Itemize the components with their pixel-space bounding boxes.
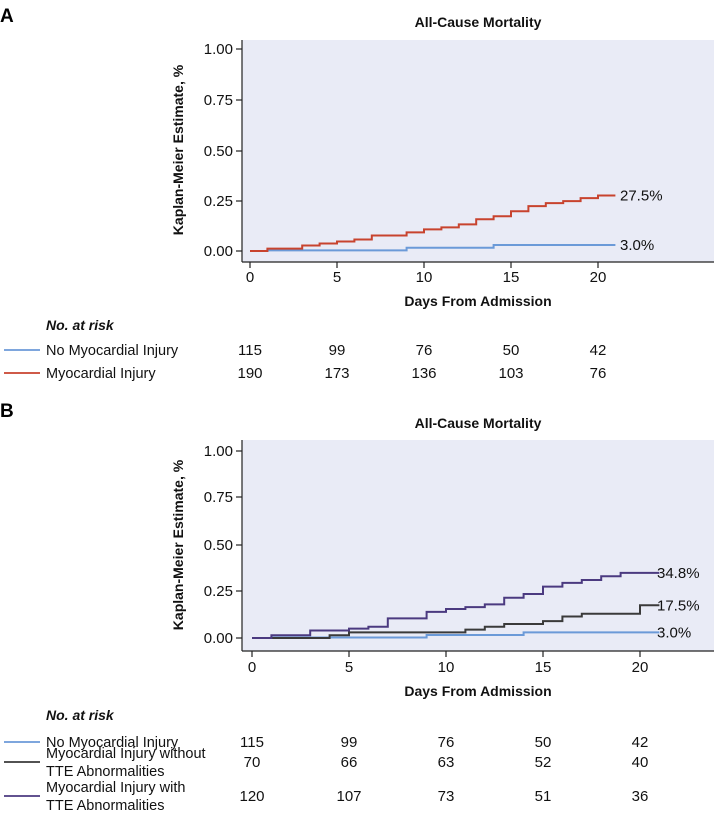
risk-row-label: Myocardial Injury without [46,746,206,762]
y-tick-label: 0.00 [204,630,233,647]
x-tick-label: 10 [416,269,433,286]
risk-value: 115 [238,342,262,359]
x-tick-label: 15 [535,659,552,676]
risk-value: 73 [438,788,455,805]
plot-area [242,440,714,651]
plot-area [242,40,714,262]
series-end-label: 3.0% [657,624,691,641]
risk-value: 76 [416,342,433,359]
x-tick-label: 5 [333,269,341,286]
series-line-2 [250,194,616,252]
risk-value: 63 [438,754,455,771]
risk-table-header: No. at risk [46,317,115,333]
y-tick-label: 0.75 [204,489,233,506]
chart-title: All-Cause Mortality [415,415,542,431]
x-tick-label: 20 [590,269,607,286]
risk-row-label: No Myocardial Injury [46,343,179,359]
risk-value: 52 [535,754,552,771]
x-tick-label: 0 [246,269,254,286]
risk-value: 99 [341,734,358,751]
risk-row-label: Myocardial Injury [46,366,156,382]
risk-row-label: TTE Abnormalities [46,798,164,814]
y-tick-label: 0.25 [204,193,233,210]
x-tick-label: 15 [503,269,520,286]
series-line-3 [252,571,660,639]
risk-value: 51 [535,788,552,805]
risk-value: 120 [239,788,264,805]
y-tick-label: 0.75 [204,92,233,109]
panel-b: B All-Cause Mortality 0.00 0.25 0.50 0.75 1.00… [0,401,714,814]
y-tick-label: 0.25 [204,583,233,600]
y-tick-label: 0.50 [204,537,233,554]
risk-value: 136 [411,365,436,382]
x-axis-label: Days From Admission [404,683,551,699]
x-tick-label: 10 [438,659,455,676]
panel-letter: A [0,6,14,27]
risk-row-label: Myocardial Injury with [46,780,185,796]
risk-value: 76 [438,734,455,751]
panel-a: A All-Cause Mortality 0.00 0.25 0.50 0.75 1.00… [0,6,714,382]
y-tick-label: 1.00 [204,41,233,58]
risk-value: 50 [535,734,552,751]
x-tick-label: 20 [632,659,649,676]
y-tick-label: 1.00 [204,443,233,460]
risk-value: 107 [336,788,361,805]
x-tick-label: 0 [248,659,256,676]
series-end-label: 34.8% [657,565,700,582]
risk-value: 99 [329,342,346,359]
series-line-2 [252,604,660,639]
risk-value: 66 [341,754,358,771]
x-tick-label: 5 [345,659,353,676]
y-tick-label: 0.00 [204,243,233,260]
x-axis-label: Days From Admission [404,293,551,309]
risk-value: 36 [632,788,649,805]
risk-value: 42 [632,734,649,751]
series-end-label: 17.5% [657,597,700,614]
risk-value: 40 [632,754,649,771]
risk-value: 115 [240,734,264,751]
risk-row-label: TTE Abnormalities [46,764,164,780]
risk-value: 70 [244,754,261,771]
y-axis-label: Kaplan-Meier Estimate, % [170,64,186,235]
y-axis-label: Kaplan-Meier Estimate, % [170,459,186,630]
risk-value: 103 [498,365,523,382]
series-end-label: 3.0% [620,237,654,254]
series-end-label: 27.5% [620,187,663,204]
risk-value: 173 [324,365,349,382]
risk-table-header: No. at risk [46,707,115,723]
risk-value: 42 [590,342,607,359]
panel-letter: B [0,401,14,422]
risk-value: 50 [503,342,520,359]
risk-row-label: No Myocardial Injury [46,735,179,751]
chart-title: All-Cause Mortality [415,14,542,30]
y-tick-label: 0.50 [204,143,233,160]
risk-value: 190 [237,365,262,382]
risk-value: 76 [590,365,607,382]
